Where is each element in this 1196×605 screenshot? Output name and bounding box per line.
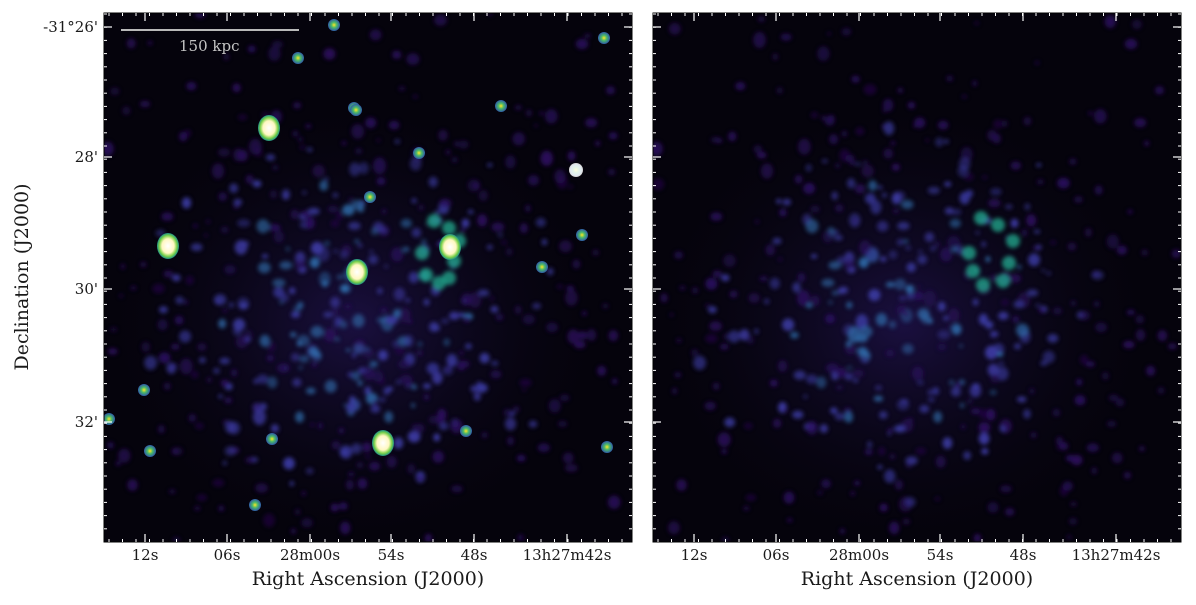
x-axis-label-left: Right Ascension (J2000) bbox=[251, 568, 485, 590]
xtick-label: 06s bbox=[762, 546, 790, 564]
y-axis-label: Declination (J2000) bbox=[11, 183, 33, 371]
xray-image-left bbox=[104, 13, 632, 542]
xtick-label: 13h27m42s bbox=[522, 546, 612, 564]
ytick-label: -31°26' bbox=[43, 18, 98, 36]
x-axis-label-right: Right Ascension (J2000) bbox=[800, 568, 1034, 590]
image-panel-right bbox=[653, 13, 1181, 542]
ytick-label: 28' bbox=[74, 148, 98, 166]
xtick-label: 28m00s bbox=[828, 546, 890, 564]
xtick-label: 12s bbox=[680, 546, 708, 564]
xtick-label: 54s bbox=[377, 546, 405, 564]
xray-image-right bbox=[653, 13, 1181, 542]
ytick-label: 32' bbox=[74, 413, 98, 431]
image-panel-left: 150 kpc bbox=[104, 13, 632, 542]
xtick-label: 13h27m42s bbox=[1071, 546, 1161, 564]
ytick-label: 30' bbox=[74, 280, 98, 298]
xtick-label: 28m00s bbox=[279, 546, 341, 564]
xtick-label: 48s bbox=[1009, 546, 1037, 564]
scalebar-line bbox=[121, 29, 299, 31]
scalebar-label: 150 kpc bbox=[179, 37, 240, 55]
xtick-label: 48s bbox=[460, 546, 488, 564]
xtick-label: 12s bbox=[131, 546, 159, 564]
xtick-label: 54s bbox=[926, 546, 954, 564]
xtick-label: 06s bbox=[213, 546, 241, 564]
